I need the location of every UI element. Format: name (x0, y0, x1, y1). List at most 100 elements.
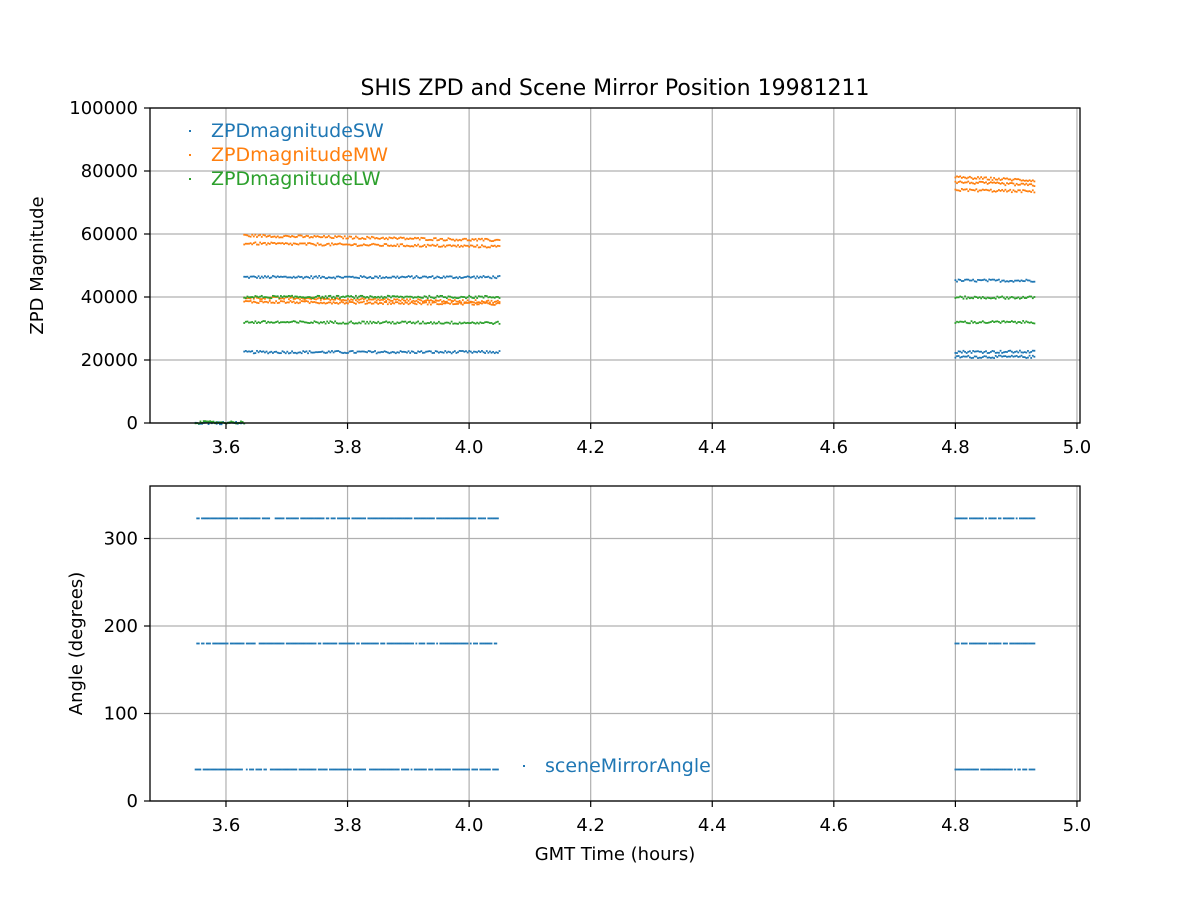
data-point (362, 295, 365, 298)
data-point (267, 296, 270, 299)
data-point (260, 235, 263, 238)
data-point (1020, 179, 1023, 182)
data-point (964, 642, 966, 645)
data-point (272, 321, 274, 324)
data-point (316, 297, 319, 300)
data-point (998, 177, 1000, 180)
data-point (407, 768, 410, 771)
data-point (270, 297, 273, 300)
data-point (479, 351, 482, 353)
data-point (358, 237, 360, 240)
data-point (487, 302, 490, 305)
data-point (1010, 320, 1013, 322)
data-point (316, 242, 319, 245)
data-point (375, 275, 378, 278)
data-point (334, 297, 337, 300)
data-point (415, 299, 418, 302)
data-point (1015, 642, 1018, 645)
data-point (246, 320, 249, 323)
data-point (292, 298, 295, 300)
data-point (463, 350, 466, 353)
data-point (292, 642, 295, 645)
data-point (386, 321, 389, 324)
data-point (479, 246, 482, 249)
zpd-x-ticks: 3.6 3.8 4.0 4.2 4.4 4.6 4.8 5.0 (212, 423, 1091, 458)
data-point (957, 350, 960, 353)
x-tick-label: 3.6 (212, 437, 241, 458)
data-point (420, 245, 423, 248)
data-point (977, 278, 979, 281)
data-point (248, 242, 250, 245)
data-point (324, 768, 327, 771)
data-point (385, 276, 388, 278)
data-point (378, 517, 381, 520)
data-point (311, 517, 314, 520)
data-point (437, 239, 440, 241)
data-point (339, 297, 341, 300)
data-point (493, 768, 496, 771)
data-point (342, 352, 345, 354)
data-point (228, 421, 231, 424)
data-point (378, 768, 381, 771)
data-point (323, 351, 325, 354)
data-point (231, 768, 234, 771)
data-point (308, 768, 311, 771)
data-point (420, 276, 423, 279)
data-point (280, 275, 282, 278)
data-point (385, 301, 388, 304)
data-point (993, 190, 995, 192)
data-point (471, 296, 474, 299)
data-point (1010, 350, 1013, 353)
data-point (484, 302, 487, 304)
data-point (441, 768, 443, 771)
data-point (382, 276, 384, 279)
data-point (433, 321, 435, 324)
data-point (431, 352, 434, 354)
data-point (213, 517, 216, 520)
data-point (497, 351, 499, 354)
data-point (340, 276, 343, 279)
data-point (989, 188, 992, 191)
data-point (404, 245, 407, 248)
data-point (444, 350, 447, 352)
data-point (212, 768, 215, 771)
data-point (220, 517, 223, 520)
data-point (453, 239, 456, 242)
data-point (377, 351, 380, 354)
data-point (315, 321, 317, 323)
data-point (297, 234, 300, 237)
data-point (485, 350, 488, 352)
data-point (978, 356, 981, 359)
data-point (960, 351, 963, 354)
data-point (324, 236, 327, 239)
data-point (239, 517, 242, 520)
data-point (422, 296, 424, 299)
data-point (469, 244, 472, 247)
data-point (327, 322, 330, 324)
data-point (367, 298, 370, 301)
data-point (473, 642, 475, 645)
data-point (388, 301, 391, 304)
data-point (302, 296, 305, 299)
data-point (477, 237, 480, 240)
data-point (970, 188, 973, 191)
data-point (468, 350, 471, 352)
data-point (362, 300, 365, 303)
data-point (450, 299, 453, 302)
data-point (311, 243, 314, 245)
data-point (445, 297, 448, 299)
data-point (498, 297, 501, 299)
data-point (383, 276, 386, 279)
data-point (383, 350, 386, 353)
data-point (290, 642, 293, 645)
data-point (313, 301, 316, 303)
data-point (404, 299, 407, 302)
data-point (278, 242, 281, 245)
data-point (399, 236, 402, 239)
data-point (391, 517, 394, 520)
data-point (391, 237, 394, 240)
data-point (386, 238, 389, 241)
data-point (388, 321, 391, 324)
data-point (959, 350, 962, 353)
